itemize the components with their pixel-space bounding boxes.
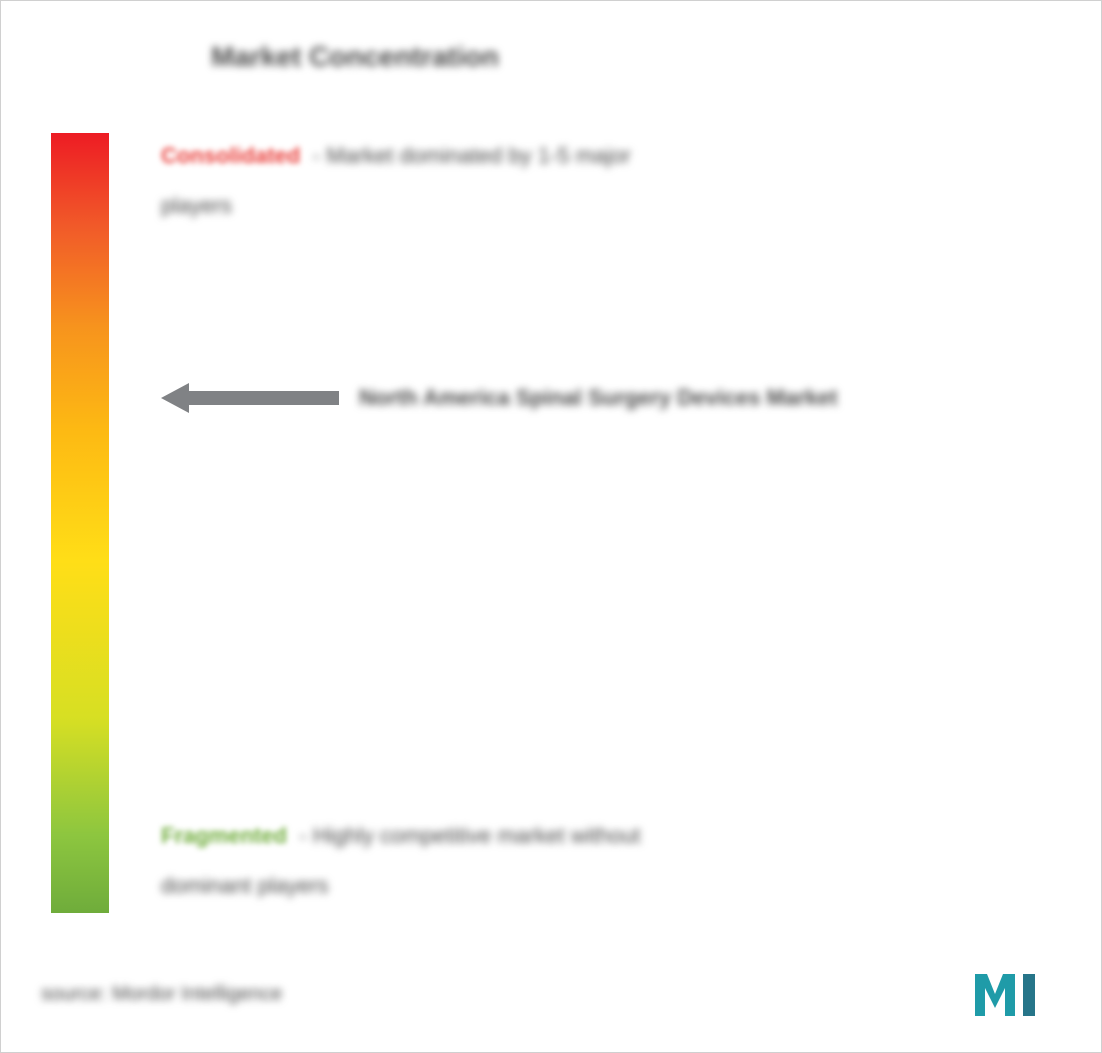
fragmented-description: - Highly competitive market without [299, 823, 640, 848]
text-content: Consolidated - Market dominated by 1-5 m… [161, 133, 1031, 913]
infographic-container: Market Concentration Consol [0, 0, 1102, 1053]
market-name-label: North America Spinal Surgery Devices Mar… [359, 385, 837, 411]
arrow-icon [161, 381, 341, 415]
fragmented-label: Fragmented [161, 823, 287, 848]
consolidated-description: - Market dominated by 1-5 major [313, 143, 631, 168]
content-area: Consolidated - Market dominated by 1-5 m… [51, 133, 1051, 913]
mordor-logo-icon [971, 966, 1061, 1022]
fragmented-block: Fragmented - Highly competitive market w… [161, 823, 1031, 899]
concentration-gradient-bar [51, 133, 109, 913]
consolidated-label: Consolidated [161, 143, 300, 168]
page-title: Market Concentration [211, 41, 1051, 73]
source-attribution: source: Mordor Intelligence [41, 983, 282, 1006]
market-pointer: North America Spinal Surgery Devices Mar… [161, 381, 837, 415]
consolidated-block: Consolidated - Market dominated by 1-5 m… [161, 143, 1031, 219]
fragmented-description-line2: dominant players [161, 873, 1031, 899]
footer: source: Mordor Intelligence [41, 966, 1061, 1022]
consolidated-description-line2: players [161, 193, 1031, 219]
